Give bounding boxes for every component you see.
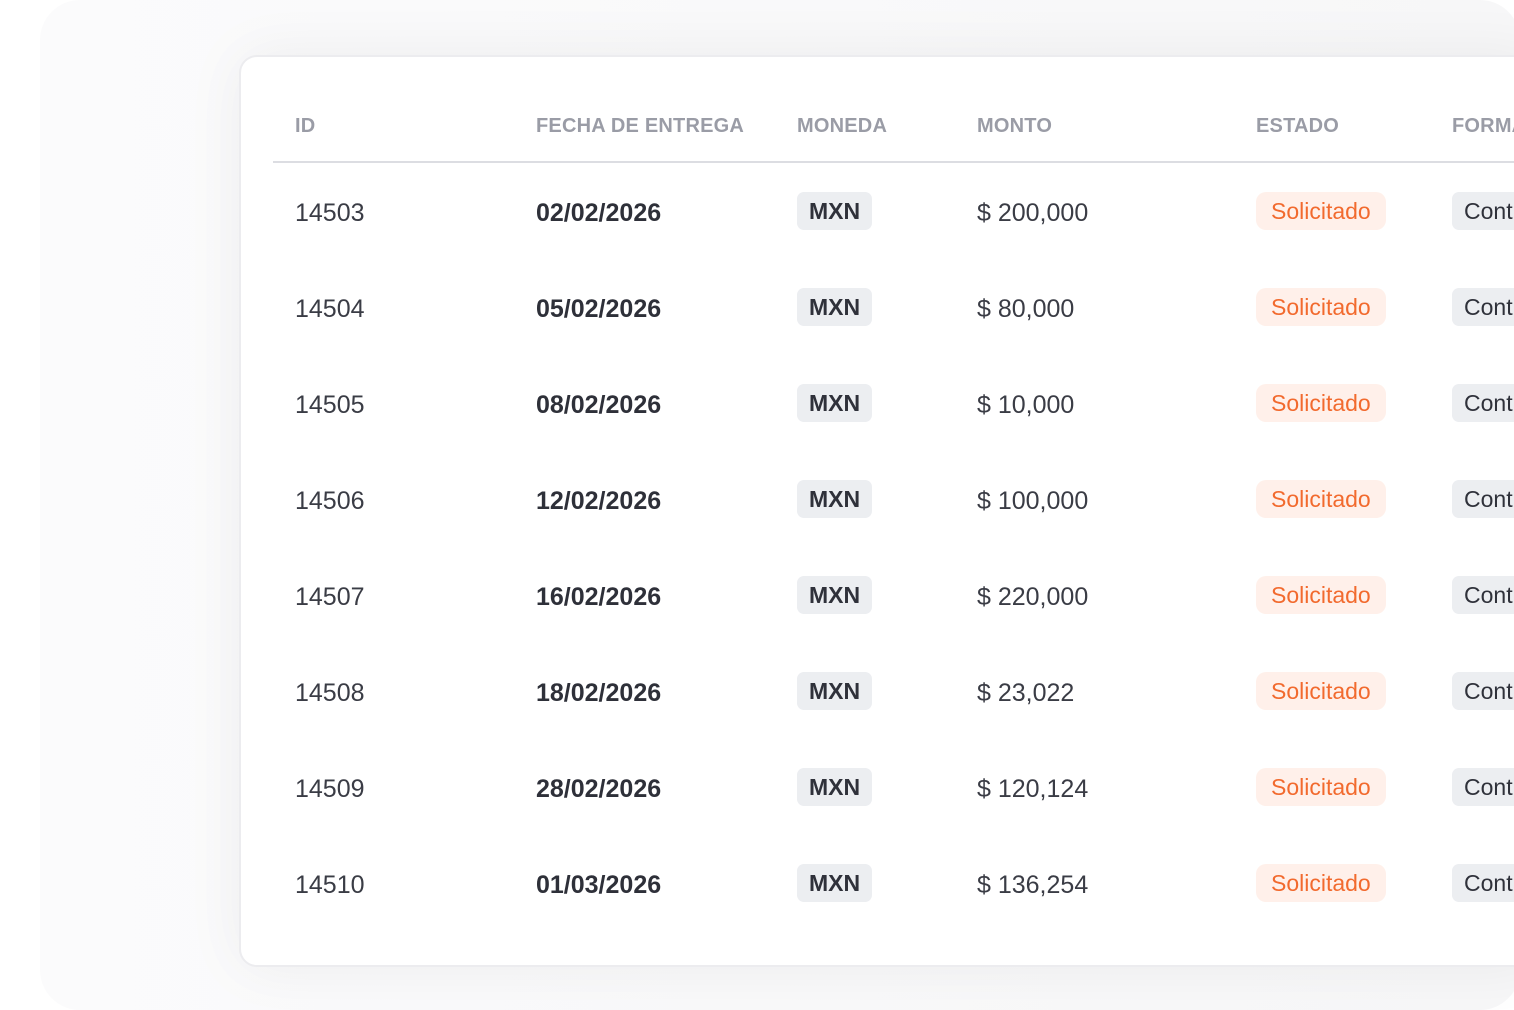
- row-amount: $ 23,022: [977, 679, 1075, 707]
- row-delivery-date: 12/02/2026: [536, 487, 662, 515]
- form-badge: Cont: [1452, 480, 1514, 518]
- row-id: 14510: [295, 871, 365, 899]
- row-delivery-date: 18/02/2026: [536, 679, 662, 707]
- header-delivery-date[interactable]: FECHA DE ENTREGA: [536, 115, 745, 137]
- orders-table-card: ID FECHA DE ENTREGA MONEDA MONTO ESTADO …: [239, 55, 1514, 967]
- header-currency[interactable]: MONEDA: [797, 115, 888, 137]
- row-amount: $ 136,254: [977, 871, 1089, 899]
- currency-badge: MXN: [797, 192, 873, 230]
- status-badge: Solicitado: [1256, 288, 1386, 326]
- form-badge: Cont: [1452, 576, 1514, 614]
- row-delivery-date: 16/02/2026: [536, 583, 662, 611]
- table-row[interactable]: 14506 12/02/2026 MXN $ 100,000 Solicitad…: [273, 451, 1514, 547]
- form-badge: Cont: [1452, 768, 1514, 806]
- currency-badge: MXN: [797, 576, 873, 614]
- currency-badge: MXN: [797, 288, 873, 326]
- row-delivery-date: 02/02/2026: [536, 199, 662, 227]
- row-id: 14504: [295, 295, 365, 323]
- table-row[interactable]: 14505 08/02/2026 MXN $ 10,000 Solicitado…: [273, 355, 1514, 451]
- status-badge: Solicitado: [1256, 576, 1386, 614]
- row-id: 14508: [295, 679, 365, 707]
- currency-badge: MXN: [797, 672, 873, 710]
- currency-badge: MXN: [797, 480, 873, 518]
- form-badge: Cont: [1452, 672, 1514, 710]
- table-header: ID FECHA DE ENTREGA MONEDA MONTO ESTADO …: [273, 57, 1514, 163]
- status-badge: Solicitado: [1256, 768, 1386, 806]
- table-row[interactable]: 14508 18/02/2026 MXN $ 23,022 Solicitado…: [273, 643, 1514, 739]
- header-id[interactable]: ID: [295, 115, 316, 137]
- form-badge: Cont: [1452, 384, 1514, 422]
- row-id: 14507: [295, 583, 365, 611]
- form-badge: Cont: [1452, 864, 1514, 902]
- row-id: 14503: [295, 199, 365, 227]
- currency-badge: MXN: [797, 768, 873, 806]
- currency-badge: MXN: [797, 864, 873, 902]
- table-row[interactable]: 14507 16/02/2026 MXN $ 220,000 Solicitad…: [273, 547, 1514, 643]
- row-id: 14509: [295, 775, 365, 803]
- table-row[interactable]: 14509 28/02/2026 MXN $ 120,124 Solicitad…: [273, 739, 1514, 835]
- row-amount: $ 220,000: [977, 583, 1089, 611]
- row-amount: $ 100,000: [977, 487, 1089, 515]
- status-badge: Solicitado: [1256, 192, 1386, 230]
- status-badge: Solicitado: [1256, 384, 1386, 422]
- row-delivery-date: 05/02/2026: [536, 295, 662, 323]
- table-row[interactable]: 14503 02/02/2026 MXN $ 200,000 Solicitad…: [273, 163, 1514, 259]
- row-amount: $ 120,124: [977, 775, 1089, 803]
- header-amount[interactable]: MONTO: [977, 115, 1053, 137]
- status-badge: Solicitado: [1256, 864, 1386, 902]
- row-delivery-date: 28/02/2026: [536, 775, 662, 803]
- header-form[interactable]: FORMA: [1452, 115, 1514, 137]
- row-id: 14506: [295, 487, 365, 515]
- form-badge: Cont: [1452, 288, 1514, 326]
- form-badge: Cont: [1452, 192, 1514, 230]
- currency-badge: MXN: [797, 384, 873, 422]
- row-amount: $ 200,000: [977, 199, 1089, 227]
- status-badge: Solicitado: [1256, 672, 1386, 710]
- row-amount: $ 80,000: [977, 295, 1075, 323]
- status-badge: Solicitado: [1256, 480, 1386, 518]
- row-amount: $ 10,000: [977, 391, 1075, 419]
- table-row[interactable]: 14504 05/02/2026 MXN $ 80,000 Solicitado…: [273, 259, 1514, 355]
- table-row[interactable]: 14510 01/03/2026 MXN $ 136,254 Solicitad…: [273, 835, 1514, 931]
- row-delivery-date: 08/02/2026: [536, 391, 662, 419]
- row-id: 14505: [295, 391, 365, 419]
- header-status[interactable]: ESTADO: [1256, 115, 1340, 137]
- row-delivery-date: 01/03/2026: [536, 871, 662, 899]
